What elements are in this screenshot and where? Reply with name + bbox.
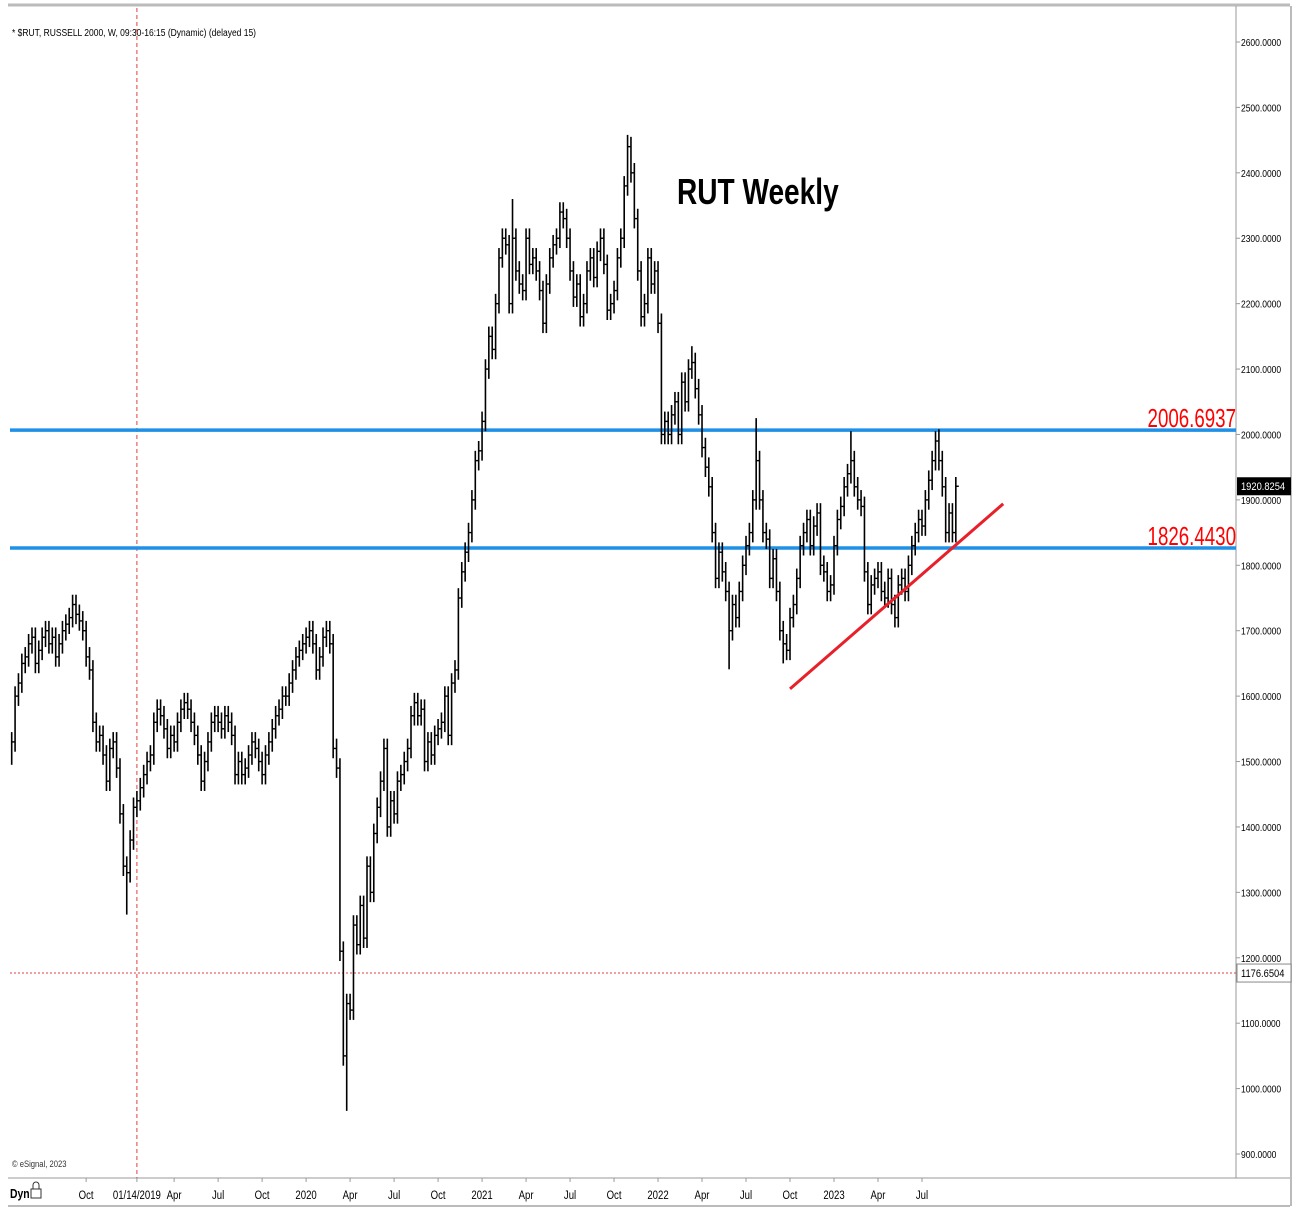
level-label: 2006.6937: [1148, 403, 1236, 433]
crosshair-price-label: 1176.6504: [1241, 968, 1285, 980]
y-tick-label: 2600.0000: [1241, 37, 1281, 48]
y-tick-label: 1500.0000: [1241, 757, 1281, 768]
x-tick-label: 2022: [647, 1189, 668, 1202]
y-tick-label: 2300.0000: [1241, 234, 1281, 245]
x-tick-label: Apr: [519, 1189, 534, 1202]
y-tick-label: 1400.0000: [1241, 822, 1281, 833]
x-tick-label: Jul: [388, 1189, 400, 1202]
x-tick-label: Jul: [740, 1189, 752, 1202]
y-tick-label: 1800.0000: [1241, 561, 1281, 572]
x-tick-label: Oct: [255, 1189, 270, 1202]
x-tick-label: Oct: [79, 1189, 94, 1202]
lock-body: [30, 1188, 42, 1199]
x-tick-label: 2020: [295, 1189, 316, 1202]
x-tick-label: Jul: [212, 1189, 224, 1202]
trendline: [789, 502, 1005, 691]
y-tick-label: 1300.0000: [1241, 888, 1281, 899]
annotation: RUT Weekly: [677, 172, 839, 212]
chart-header: * $RUT, RUSSELL 2000, W, 09:30-16:15 (Dy…: [12, 27, 256, 38]
y-tick-label: 1100.0000: [1241, 1019, 1280, 1030]
last-price-label: 1920.8254: [1241, 482, 1285, 494]
x-tick-label: 2023: [823, 1189, 844, 1202]
x-tick-label: Apr: [343, 1189, 358, 1202]
y-tick-label: 2400.0000: [1241, 168, 1281, 179]
x-tick-label: 01/14/2019: [113, 1189, 161, 1202]
lock-shackle: [32, 1181, 40, 1189]
lock-icon[interactable]: [30, 1181, 42, 1199]
x-tick-label: Apr: [695, 1189, 710, 1202]
mode-label: Dyn: [10, 1187, 30, 1201]
x-tick-label: 2021: [471, 1189, 492, 1202]
y-tick-label: 1600.0000: [1241, 691, 1281, 702]
x-tick-label: Oct: [607, 1189, 622, 1202]
x-tick-label: Oct: [783, 1189, 798, 1202]
y-tick-label: 2500.0000: [1241, 103, 1281, 114]
y-tick-label: 1700.0000: [1241, 626, 1281, 637]
crosshair-price-box: [1236, 963, 1292, 983]
last-price-box: [1237, 477, 1291, 496]
x-tick-label: Oct: [431, 1189, 446, 1202]
level-label: 1826.4430: [1148, 521, 1236, 551]
y-tick-label: 2200.0000: [1241, 299, 1281, 310]
y-tick-label: 900.0000: [1241, 1149, 1276, 1160]
x-tick-label: Apr: [167, 1189, 182, 1202]
x-tick-label: Jul: [564, 1189, 576, 1202]
y-tick-label: 1200.0000: [1241, 953, 1281, 964]
y-tick-label: 2000.0000: [1241, 430, 1281, 441]
y-tick-label: 2100.0000: [1241, 364, 1281, 375]
x-tick-label: Jul: [916, 1189, 928, 1202]
x-tick-label: Apr: [871, 1189, 886, 1202]
y-tick-label: 1000.0000: [1241, 1084, 1281, 1095]
y-tick-label: 1900.0000: [1241, 495, 1281, 506]
copyright: © eSignal, 2023: [12, 1158, 67, 1169]
